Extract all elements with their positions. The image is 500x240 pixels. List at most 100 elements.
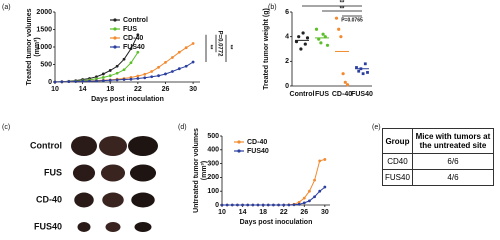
tumor: [99, 136, 127, 156]
data-point: [318, 189, 322, 193]
data-point: [74, 80, 78, 83]
annotation: **: [340, 7, 345, 13]
data-point: [115, 78, 119, 82]
data-point: [236, 203, 239, 207]
data-point: [88, 79, 91, 83]
data-point: [277, 203, 280, 207]
x-tick-label: 14: [239, 209, 247, 216]
tumor: [72, 164, 96, 182]
photo-row-label: Control: [30, 140, 62, 150]
data-point: [108, 69, 112, 72]
data-point: [305, 36, 310, 40]
data-point: [225, 203, 229, 207]
series-line: [222, 159, 326, 206]
data-point: [230, 203, 234, 207]
data-point: [323, 185, 327, 189]
data-point: [261, 203, 265, 207]
x-tick-label: 26: [162, 86, 170, 93]
panel-label: (e): [372, 124, 381, 131]
data-point: [136, 77, 140, 80]
data-point: [191, 42, 195, 45]
data-point: [122, 78, 126, 81]
annotation: **: [226, 45, 232, 50]
y-tick-label: 2: [285, 58, 289, 65]
x-axis-label: Days post inoculation: [240, 219, 313, 226]
annotation: P=0.0772: [216, 31, 222, 58]
x-tick-label: 30: [189, 86, 197, 93]
x-tick-label: FUS40: [351, 91, 373, 98]
data-point: [191, 60, 195, 64]
table-cell: CD40: [382, 153, 413, 170]
data-point: [303, 42, 307, 46]
y-tick-label: 0: [215, 202, 219, 209]
data-point: [164, 72, 167, 76]
table-cell: 6/6: [411, 153, 495, 170]
y-tick-label: 1000: [36, 44, 52, 51]
data-point: [108, 78, 112, 82]
panel-label: (a): [2, 4, 11, 11]
tumor: [105, 222, 121, 232]
tumor: [102, 192, 124, 208]
legend-marker: [113, 18, 117, 22]
x-tick-label: 10: [218, 209, 226, 216]
figure: (a) (b) (c) (d) (e) ControlFUSCD-40FUS40…: [2, 1, 381, 234]
legend-label: CD-40: [123, 35, 143, 42]
data-point: [361, 72, 365, 76]
x-tick-label: 22: [134, 86, 142, 93]
x-axis-label: Days post inoculation: [91, 96, 164, 103]
data-point: [53, 80, 57, 84]
y-tick-label: 200: [207, 174, 219, 181]
data-point: [136, 33, 140, 37]
x-tick-label: Control: [290, 91, 315, 98]
tumor: [74, 192, 94, 208]
legend-label: Control: [123, 17, 148, 24]
data-point: [157, 74, 160, 78]
data-point: [246, 203, 250, 207]
data-point: [67, 80, 71, 84]
tumor: [100, 164, 126, 182]
legend-marker: [113, 45, 117, 49]
table-header: Mice with tumors at the untreated site: [411, 128, 495, 154]
data-point: [256, 203, 260, 207]
data-point: [101, 79, 105, 82]
data-point: [177, 67, 181, 71]
data-point: [129, 47, 133, 51]
legend-label: FUS40: [123, 44, 145, 51]
data-point: [115, 71, 119, 75]
data-point: [292, 203, 296, 207]
data-point: [129, 77, 133, 81]
y-axis-label: Treated tumor weight (g): [263, 8, 270, 90]
table: Group Mice with tumors at the untreated s…: [382, 128, 495, 186]
data-point: [95, 75, 98, 79]
data-point: [345, 83, 350, 87]
data-point: [101, 76, 105, 79]
data-point: [136, 50, 140, 54]
data-point: [184, 64, 188, 68]
legend-marker: [113, 27, 117, 31]
data-point: [313, 195, 316, 199]
annotation: **: [206, 45, 212, 50]
data-point: [143, 76, 147, 80]
annotation: P=0.0765: [341, 17, 363, 23]
photo-row-label: FUS: [44, 167, 62, 177]
data-point: [337, 27, 341, 31]
tumor: [129, 164, 157, 182]
y-axis-label: Treated tumor volumes: [26, 8, 33, 85]
data-point: [129, 61, 133, 65]
data-point: [318, 159, 322, 163]
legend-marker: [113, 36, 117, 40]
data-point: [321, 32, 325, 36]
data-point: [302, 201, 306, 205]
data-point: [363, 62, 367, 66]
table-cell: FUS40: [382, 169, 413, 186]
data-point: [302, 196, 306, 200]
data-point: [241, 203, 244, 207]
data-point: [136, 74, 140, 78]
x-tick-label: 14: [79, 86, 87, 93]
data-point: [355, 66, 358, 69]
legend-marker: [237, 140, 241, 144]
y-tick-label: 1500: [36, 26, 52, 33]
data-point: [95, 79, 98, 83]
y-tick-label: 4: [285, 34, 289, 41]
data-point: [115, 64, 119, 68]
